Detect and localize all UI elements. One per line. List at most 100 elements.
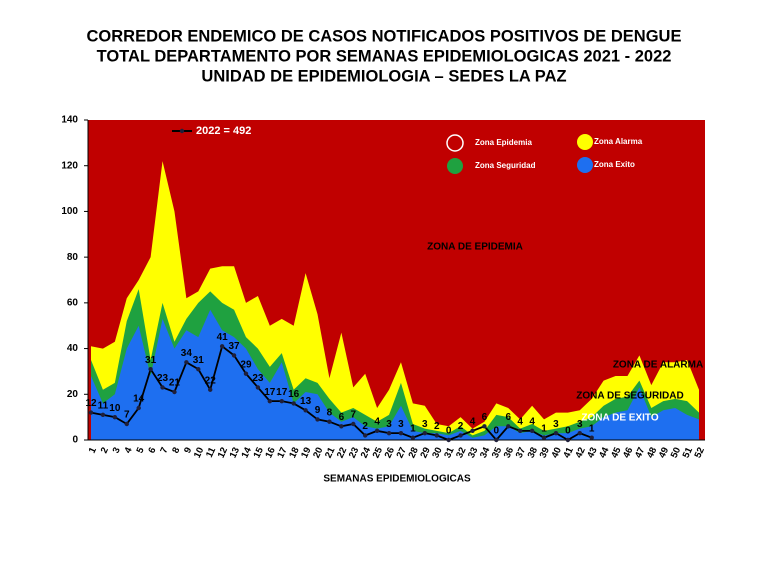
y-tick-label: 120 (61, 160, 78, 171)
point (112, 414, 118, 420)
y-tick-label: 0 (72, 435, 78, 446)
x-tick-label: 44 (597, 445, 612, 460)
point (255, 385, 261, 390)
legend-label: 2022 = 492 (196, 125, 251, 137)
x-tick-label: 34 (478, 445, 493, 460)
x-tick-label: 4 (123, 445, 136, 455)
point (148, 366, 153, 372)
data-label: 21 (169, 378, 181, 389)
x-tick-label: 45 (609, 445, 624, 460)
x-tick-label: 8 (170, 446, 182, 455)
data-label: 6 (482, 412, 488, 423)
data-label: 14 (133, 394, 145, 405)
y-tick-label: 140 (61, 115, 78, 126)
x-tick-label: 42 (573, 446, 587, 460)
x-tick-label: 5 (134, 445, 147, 455)
x-tick-label: 46 (621, 446, 635, 460)
point (458, 433, 463, 438)
x-tick-label: 2 (99, 446, 111, 455)
data-label: 31 (193, 355, 205, 366)
data-label: 0 (565, 426, 571, 437)
data-label: 10 (109, 403, 121, 414)
data-label: 23 (252, 373, 264, 384)
data-label: 34 (181, 348, 193, 359)
data-label: 4 (529, 416, 535, 427)
x-tick-label: 1 (87, 445, 100, 455)
point (231, 353, 237, 358)
point (339, 424, 344, 429)
x-tick-label: 43 (585, 446, 599, 460)
y-tick-label: 40 (67, 343, 79, 354)
data-label: 1 (410, 423, 416, 434)
point (327, 419, 332, 424)
point (100, 412, 106, 418)
x-tick-label: 21 (323, 445, 338, 460)
y-tick-label: 80 (67, 252, 79, 263)
legend-label: Zona Seguridad (475, 161, 536, 170)
point (577, 430, 582, 436)
x-tick-label: 30 (430, 446, 444, 460)
x-tick-label: 33 (466, 446, 480, 460)
data-label: 29 (240, 359, 252, 370)
title-line: TOTAL DEPARTAMENTO POR SEMANAS EPIDEMIOL… (97, 47, 672, 65)
data-label: 0 (494, 426, 500, 437)
data-label: 3 (398, 419, 404, 430)
x-tick-label: 25 (371, 445, 386, 460)
data-label: 4 (374, 416, 380, 427)
title-line: CORREDOR ENDEMICO DE CASOS NOTIFICADOS P… (87, 27, 682, 45)
point (482, 424, 487, 429)
x-tick-label: 26 (383, 446, 397, 460)
point (374, 428, 380, 434)
data-label: 7 (124, 410, 130, 421)
x-tick-label: 38 (526, 446, 540, 460)
x-tick-label: 50 (669, 446, 683, 460)
zone-annotation: ZONA DE EPIDEMIA (427, 242, 523, 253)
x-tick-label: 27 (395, 446, 409, 460)
data-label: 22 (205, 375, 217, 386)
x-tick-label: 10 (192, 446, 206, 460)
point (315, 417, 320, 422)
x-tick-label: 16 (263, 446, 277, 460)
data-label: 17 (264, 387, 276, 398)
data-label: 3 (386, 419, 392, 430)
x-tick-label: 18 (287, 446, 301, 460)
point (398, 430, 404, 436)
data-label: 16 (288, 389, 300, 400)
x-tick-label: 51 (681, 445, 696, 460)
data-label: 2 (434, 421, 440, 432)
legend-marker (447, 158, 463, 174)
data-label: 6 (339, 412, 345, 423)
point (196, 366, 201, 372)
legend-label: Zona Alarma (594, 137, 643, 146)
data-label: 31 (145, 355, 157, 366)
legend-marker (577, 157, 593, 173)
x-tick-label: 37 (514, 446, 528, 460)
x-tick-label: 22 (335, 446, 349, 460)
y-tick-label: 100 (61, 206, 78, 217)
zone-annotation: ZONA DE EXITO (581, 413, 658, 424)
point (351, 421, 356, 427)
data-label: 11 (98, 400, 109, 411)
point (470, 428, 475, 434)
data-label: 2 (458, 421, 464, 432)
x-tick-label: 17 (275, 446, 289, 460)
point (219, 344, 225, 349)
point (303, 408, 308, 413)
data-label: 12 (85, 398, 97, 409)
point (410, 435, 416, 440)
legend-marker (577, 134, 593, 150)
x-tick-label: 29 (418, 446, 432, 460)
x-tick-label: 20 (311, 446, 325, 460)
point (386, 430, 392, 436)
point (279, 398, 284, 404)
legend-marker (446, 134, 464, 152)
point (517, 428, 523, 434)
data-label: 7 (350, 410, 356, 421)
point (124, 421, 129, 427)
x-tick-label: 48 (645, 446, 659, 460)
legend-marker (179, 128, 185, 134)
x-tick-label: 32 (454, 446, 468, 460)
x-tick-label: 12 (216, 446, 230, 460)
x-tick-label: 41 (561, 445, 576, 460)
